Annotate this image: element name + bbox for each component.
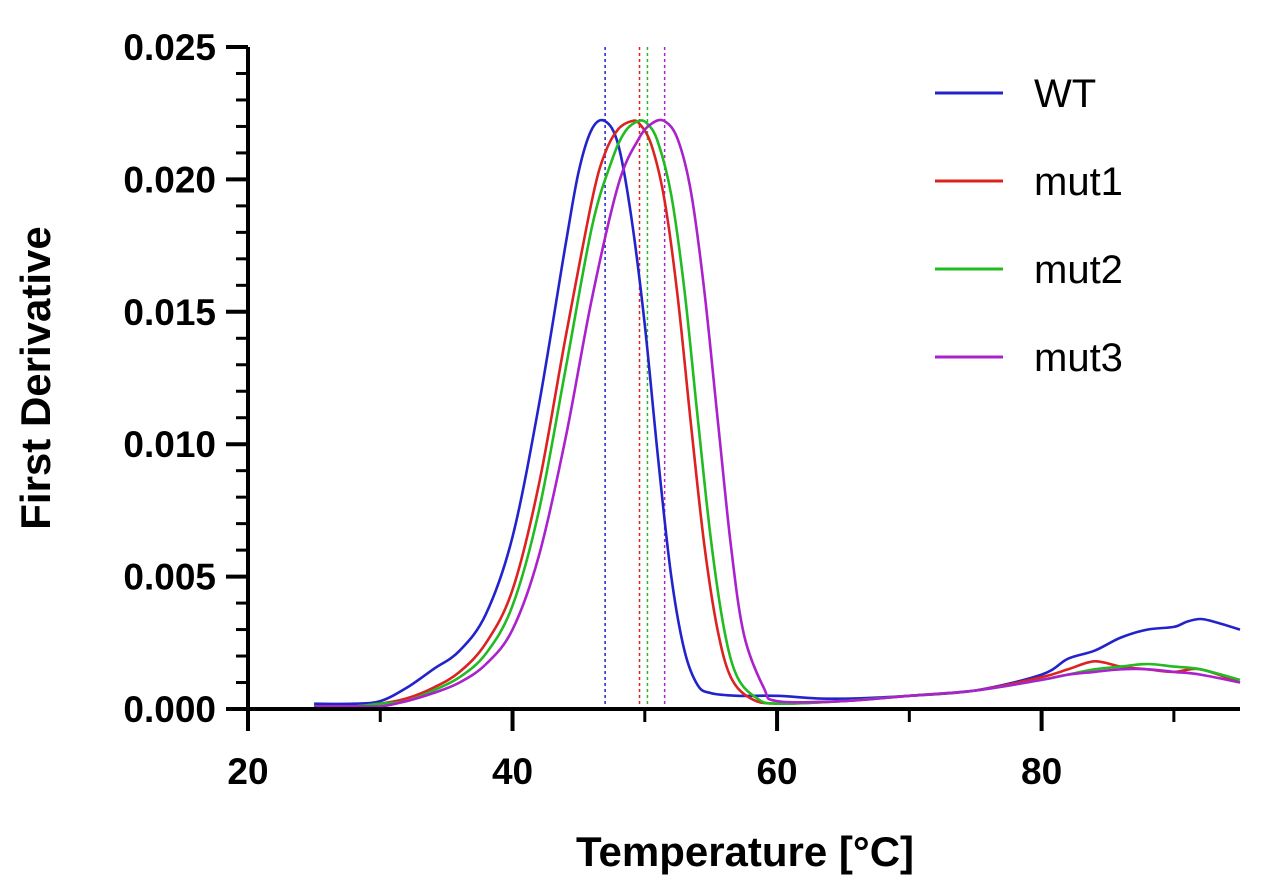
x-tick-label: 20: [227, 751, 268, 792]
series-line-mut3: [314, 118, 1241, 709]
y-tick-label: 0.015: [123, 292, 216, 333]
y-tick-label: 0.025: [123, 27, 216, 68]
x-axis-ticks: 20 40 60 80: [227, 709, 1176, 792]
legend: WT mut1 mut2 mut3: [935, 72, 1123, 380]
x-axis-title: Temperature [°C]: [576, 828, 914, 875]
y-tick-label: 0.010: [123, 424, 216, 465]
y-tick-label: 0.000: [123, 689, 216, 730]
legend-label-mut2: mut2: [1034, 248, 1123, 292]
series-line-mut2: [314, 119, 1241, 708]
y-tick-label: 0.020: [123, 159, 216, 200]
x-tick-label: 40: [492, 751, 533, 792]
legend-label-mut1: mut1: [1034, 160, 1123, 204]
legend-label-WT: WT: [1034, 72, 1096, 116]
x-tick-label: 60: [756, 751, 797, 792]
series-line-mut1: [314, 119, 1241, 708]
y-axis-title: First Derivative: [12, 226, 59, 529]
series-line-WT: [314, 118, 1241, 706]
axes: [246, 47, 1240, 711]
y-axis-ticks: 0.000 0.005 0.010 0.015 0.020 0.025: [123, 27, 248, 730]
y-tick-label: 0.005: [123, 557, 216, 598]
x-tick-label: 80: [1021, 751, 1062, 792]
peak-markers: [604, 47, 666, 709]
series-lines: [314, 118, 1241, 709]
legend-label-mut3: mut3: [1034, 336, 1123, 380]
